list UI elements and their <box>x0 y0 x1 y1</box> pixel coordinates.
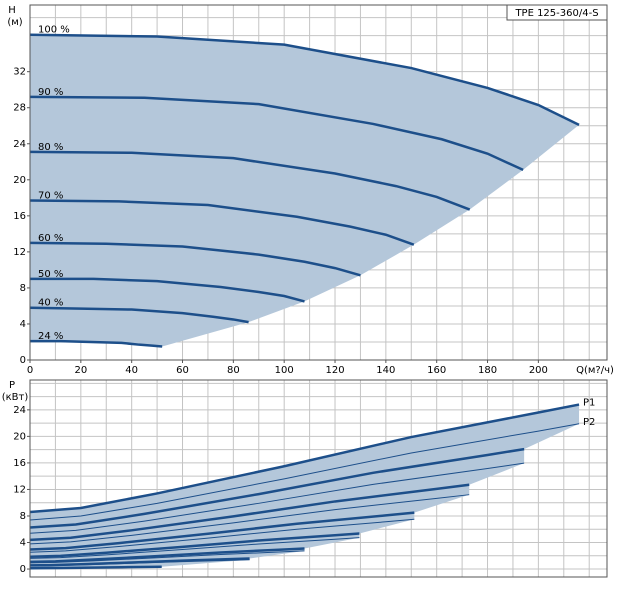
x-tick-label: 100 <box>275 365 294 376</box>
x-tick-label: 20 <box>74 365 87 376</box>
curve <box>29 566 162 569</box>
curve-label: 100 % <box>38 25 70 36</box>
x-axis-label: Q(м?/ч) <box>576 365 614 376</box>
curve <box>29 95 524 172</box>
x-tick-label: 120 <box>325 365 344 376</box>
curve <box>29 306 249 324</box>
y-tick-label: 16 <box>13 458 26 469</box>
curve <box>29 518 415 553</box>
y-tick-label: 0 <box>20 564 26 575</box>
y-tick-label: 16 <box>13 211 26 222</box>
curve-label: 24 % <box>38 331 63 342</box>
curve <box>29 241 361 277</box>
curve <box>29 462 525 534</box>
curve-label: 40 % <box>38 298 63 309</box>
curve-label: 60 % <box>38 233 63 244</box>
curve <box>29 537 360 559</box>
y-tick-label: 24 <box>13 139 26 150</box>
curve <box>29 557 250 567</box>
y-tick-label: 12 <box>13 247 26 258</box>
curve <box>29 423 580 521</box>
x-tick-label: 200 <box>529 365 548 376</box>
operating-area <box>30 34 580 347</box>
curve <box>29 532 360 558</box>
y-axis-unit: (м) <box>7 17 22 28</box>
y-tick-label: 20 <box>13 175 26 186</box>
curve-label: 70 % <box>38 191 63 202</box>
y-axis-label: P <box>9 380 15 391</box>
y-tick-label: 12 <box>13 484 26 495</box>
y-tick-label: 20 <box>13 431 26 442</box>
y-tick-label: 8 <box>20 283 26 294</box>
curve-label: 80 % <box>38 142 63 153</box>
x-tick-label: 140 <box>376 365 395 376</box>
x-tick-label: 180 <box>478 365 497 376</box>
plot-frame <box>29 4 608 361</box>
curve <box>29 483 470 542</box>
curve <box>29 511 415 551</box>
chart-title: TPE 125-360/4-S <box>514 8 598 19</box>
curve <box>29 199 415 246</box>
y-tick-label: 0 <box>20 355 26 366</box>
y-axis-label: H <box>8 5 16 16</box>
curve <box>29 150 471 211</box>
curve-label: 90 % <box>38 87 63 98</box>
y-axis-unit: (кВт) <box>2 392 29 403</box>
y-tick-label: 8 <box>20 511 26 522</box>
title-box <box>506 4 608 21</box>
curve <box>29 33 580 126</box>
curve <box>29 494 470 545</box>
plot-frame <box>29 379 608 578</box>
curve <box>29 447 525 529</box>
curve-label: P1 <box>583 398 595 409</box>
x-tick-label: 80 <box>227 365 240 376</box>
curve-label: 50 % <box>38 269 63 280</box>
curve <box>30 339 163 348</box>
x-tick-label: 160 <box>427 365 446 376</box>
curve <box>29 547 305 564</box>
y-tick-label: 28 <box>13 103 26 114</box>
y-tick-label: 32 <box>13 67 26 78</box>
curve-label: P2 <box>583 417 595 428</box>
curve <box>29 550 305 564</box>
x-tick-label: 40 <box>125 365 138 376</box>
curve <box>29 403 580 514</box>
curve <box>30 277 305 303</box>
curve <box>29 559 250 567</box>
x-tick-label: 60 <box>176 365 189 376</box>
y-tick-label: 4 <box>20 538 26 549</box>
y-tick-label: 24 <box>13 405 26 416</box>
x-tick-label: 0 <box>27 365 33 376</box>
y-tick-label: 4 <box>20 319 26 330</box>
